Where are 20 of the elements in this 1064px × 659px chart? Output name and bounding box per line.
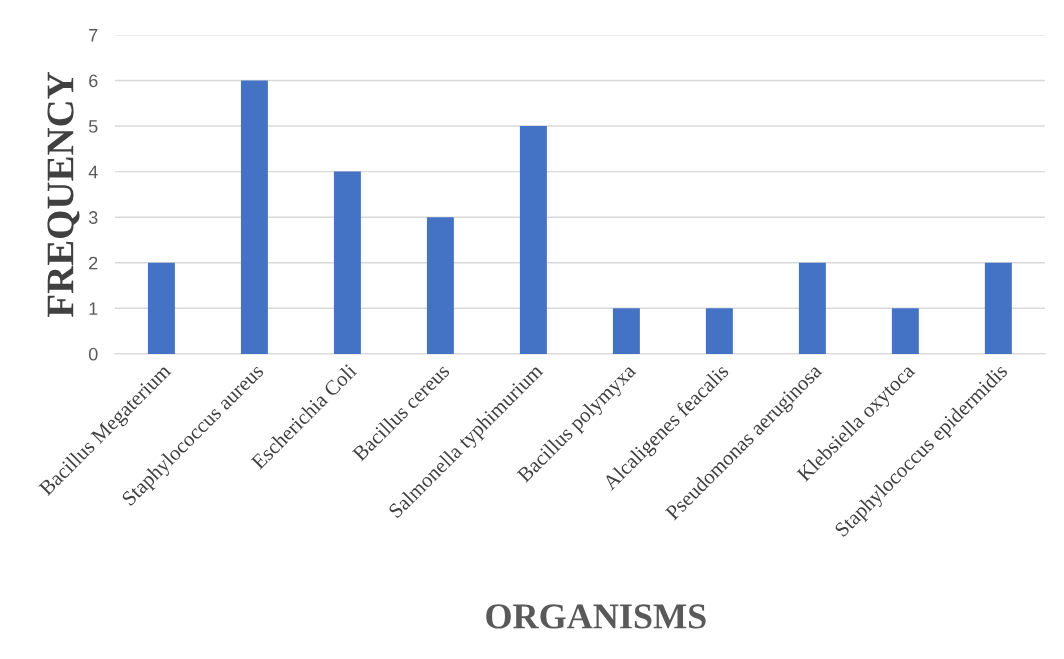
bar (426, 217, 454, 354)
bar (519, 126, 547, 354)
bar (891, 308, 919, 354)
bar (240, 80, 268, 354)
y-tick-label: 3 (88, 211, 98, 224)
bar (705, 308, 733, 354)
x-axis-title: ORGANISMS (486, 604, 706, 629)
bar (798, 262, 826, 354)
y-tick-label: 0 (88, 347, 98, 361)
y-tick-label: 4 (88, 165, 98, 179)
bar (612, 308, 640, 354)
y-axis-title: FREQUENCY (47, 72, 80, 317)
y-tick-label: 5 (88, 120, 98, 133)
y-tick-label: 2 (89, 256, 98, 270)
y-tick-label: 7 (89, 29, 98, 42)
y-tick-label: 1 (89, 302, 98, 315)
bar (984, 262, 1012, 354)
y-tick-label: 6 (89, 74, 98, 88)
bar (147, 262, 175, 354)
bar (333, 171, 361, 354)
